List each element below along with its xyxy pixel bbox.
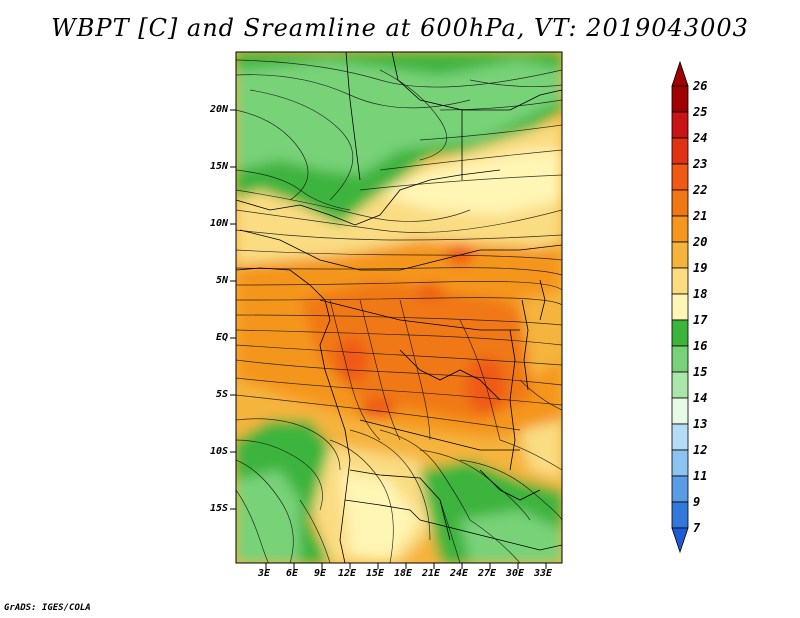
lon-label-24e: 24E bbox=[450, 568, 469, 579]
colorbar-segment bbox=[671, 215, 689, 243]
colorbar-segment bbox=[671, 345, 689, 373]
lon-label-3e: 3E bbox=[258, 568, 271, 579]
colorbar-label: 13 bbox=[693, 417, 708, 431]
colorbar-label: 17 bbox=[693, 313, 708, 327]
colorbar-label: 11 bbox=[693, 469, 708, 483]
wbpt-shading bbox=[236, 52, 562, 563]
colorbar-segment bbox=[671, 241, 689, 269]
colorbar-label: 19 bbox=[693, 261, 708, 275]
colorbar-segment bbox=[671, 371, 689, 399]
lon-label-15e: 15E bbox=[366, 568, 385, 579]
map-frame bbox=[235, 51, 563, 564]
colorbar-label: 12 bbox=[693, 443, 708, 457]
colorbar-label: 24 bbox=[693, 131, 708, 145]
colorbar-label: 7 bbox=[693, 521, 701, 535]
colorbar-segment bbox=[671, 397, 689, 425]
colorbar-label: 16 bbox=[693, 339, 708, 353]
colorbar-segment bbox=[671, 111, 689, 139]
streamlines bbox=[236, 59, 562, 563]
lat-label-20n: 20N bbox=[209, 104, 228, 115]
colorbar-segment bbox=[671, 475, 689, 503]
colorbar-segment bbox=[671, 423, 689, 451]
colorbar-segment bbox=[671, 449, 689, 477]
footer-credit: GrADS: IGES/COLA bbox=[4, 603, 91, 613]
colorbar-label: 15 bbox=[693, 365, 708, 379]
lon-label-6e: 6E bbox=[286, 568, 299, 579]
lon-label-21e: 21E bbox=[422, 568, 441, 579]
colorbar-segment bbox=[671, 293, 689, 321]
colorbar-segment bbox=[671, 189, 689, 217]
colorbar-label: 22 bbox=[693, 183, 708, 197]
colorbar-label: 18 bbox=[693, 287, 708, 301]
colorbar-label: 21 bbox=[693, 209, 708, 223]
colorbar-bottom-arrow bbox=[671, 527, 689, 554]
colorbar-label: 26 bbox=[693, 79, 708, 93]
colorbar-top-arrow bbox=[671, 60, 689, 87]
lon-label-18e: 18E bbox=[394, 568, 413, 579]
lat-label-15s: 15S bbox=[209, 503, 228, 514]
colorbar-segment bbox=[671, 85, 689, 113]
colorbar-label: 20 bbox=[693, 235, 708, 249]
colorbar-segment bbox=[671, 501, 689, 529]
colorbar-segment bbox=[671, 163, 689, 191]
colorbar-label: 9 bbox=[693, 495, 701, 509]
lon-label-33e: 33E bbox=[534, 568, 553, 579]
lat-label-10s: 10S bbox=[209, 446, 228, 457]
lon-label-30e: 30E bbox=[506, 568, 525, 579]
colorbar-segment bbox=[671, 137, 689, 165]
lon-label-12e: 12E bbox=[338, 568, 357, 579]
country-borders bbox=[236, 52, 562, 563]
lat-label-5s: 5S bbox=[215, 389, 228, 400]
colorbar-label: 14 bbox=[693, 391, 708, 405]
colorbar-label: 25 bbox=[693, 105, 708, 119]
colorbar-label: 23 bbox=[693, 157, 708, 171]
lat-label-5n: 5N bbox=[215, 275, 228, 286]
colorbar bbox=[671, 60, 689, 554]
lon-label-27e: 27E bbox=[478, 568, 497, 579]
colorbar-segment bbox=[671, 319, 689, 347]
axis-ticks bbox=[230, 109, 547, 569]
lat-label-eq: EQ bbox=[215, 332, 228, 343]
lon-label-9e: 9E bbox=[314, 568, 327, 579]
lat-label-15n: 15N bbox=[209, 161, 228, 172]
lat-label-10n: 10N bbox=[209, 218, 228, 229]
map-title: WBPT [C] and Sreamline at 600hPa, VT: 20… bbox=[51, 14, 749, 42]
colorbar-segment bbox=[671, 267, 689, 295]
